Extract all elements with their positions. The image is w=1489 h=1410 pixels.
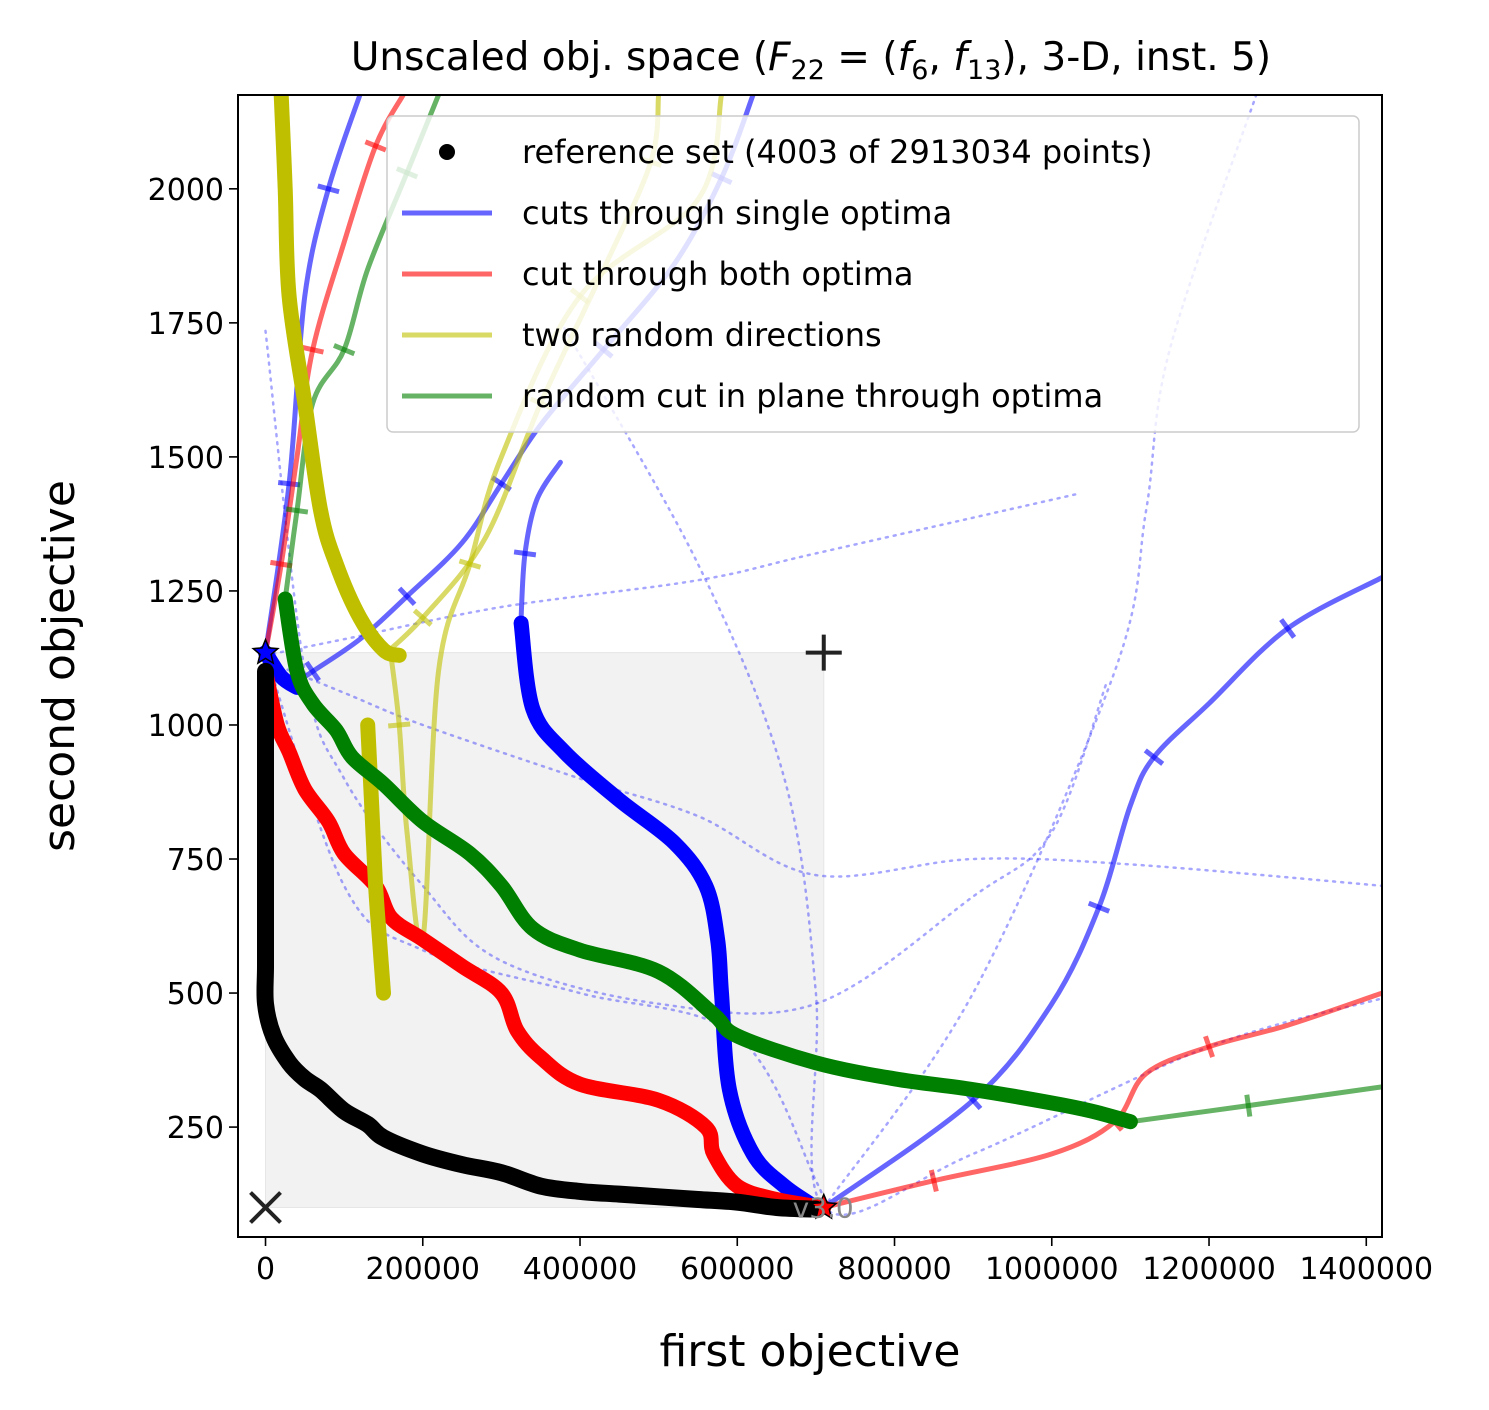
series-tick-13-5 (1203, 1035, 1215, 1058)
series-tick-2-3 (317, 183, 340, 195)
y-tick-label: 1750 (148, 307, 224, 342)
series-tick-13-1 (928, 1169, 939, 1192)
series-tick-19-3 (333, 343, 356, 357)
series-tick-0-3 (1087, 900, 1111, 914)
legend-label: two random directions (522, 316, 882, 354)
series-both-thick-14 (258, 663, 832, 1215)
x-tick-label: 400000 (523, 1252, 638, 1287)
series-single-thin-2 (263, 95, 363, 656)
series-tick-12-3 (301, 344, 324, 355)
x-tick-label: 0 (256, 1252, 275, 1287)
chart-title: Unscaled obj. space (F22 = (f6, f13), 3-… (351, 35, 1271, 86)
plot-frame (237, 94, 1383, 1238)
ideal-point-x-icon (249, 1191, 282, 1224)
x-tick-label: 200000 (366, 1252, 481, 1287)
optimum-1-star-icon (251, 637, 280, 665)
legend: reference set (4003 of 2913034 points) cu… (386, 115, 1360, 433)
series-tick-1-1 (304, 660, 321, 682)
series-plane-thin-20 (1127, 1084, 1382, 1125)
legend-label: cuts through single optima (522, 194, 952, 232)
legend-label: cut through both optima (522, 255, 914, 293)
series-tick-3-1 (513, 549, 537, 558)
y-tick-label: 1250 (148, 575, 224, 610)
series-tick-20-1 (1244, 1094, 1253, 1117)
legend-label: reference set (4003 of 2913034 points) (522, 133, 1153, 171)
y-tick-label: 1500 (148, 441, 224, 476)
series-single-dotted-7 (264, 659, 1382, 888)
legend-box (386, 115, 1360, 433)
x-tick-label: 1400000 (1299, 1252, 1433, 1287)
series-tick-16-1 (412, 608, 433, 627)
y-axis-label: second objective (34, 480, 85, 852)
series-single-dotted-11 (264, 651, 826, 1209)
reference-set-line (256, 662, 825, 1218)
x-axis-label: first objective (660, 1326, 961, 1377)
series-tick-2-1 (277, 480, 301, 488)
nadir-point-plus-icon (805, 634, 842, 671)
optimum-2-star-icon (809, 1192, 838, 1220)
version-label: v3.0 (793, 1192, 854, 1225)
series-random-thick-17 (273, 95, 407, 663)
y-tick-label: 750 (167, 843, 224, 878)
x-axis: 0 200000 400000 600000 800000 1000000 1200000 1… (256, 1237, 1433, 1287)
x-tick-label: 600000 (680, 1252, 795, 1287)
series-tick-12-5 (364, 139, 387, 153)
y-tick-label: 500 (167, 977, 224, 1012)
series-single-dotted-6 (264, 493, 1077, 657)
legend-dot-icon (439, 144, 455, 160)
series-single-thin-3 (518, 459, 563, 621)
series-tick-15-1 (388, 721, 411, 729)
series-tick-0-7 (1279, 618, 1297, 639)
x-tick-label: 1000000 (985, 1252, 1119, 1287)
legend-label: random cut in plane through optima (522, 377, 1103, 415)
x-tick-label: 1200000 (1142, 1252, 1276, 1287)
series-tick-1-3 (397, 586, 417, 607)
marker-layer: v3.0 (249, 634, 854, 1225)
series-tick-0-5 (1143, 748, 1165, 766)
x-tick-label: 800000 (837, 1252, 952, 1287)
series-plane-thick-21 (277, 591, 1138, 1130)
y-tick-label: 250 (167, 1111, 224, 1146)
series-single-thick-4 (513, 615, 824, 1215)
y-tick-label: 1000 (148, 709, 224, 744)
y-tick-label: 2000 (148, 173, 224, 208)
y-axis: 250 500 750 1000 1250 1500 1750 2000 (148, 173, 238, 1146)
series-tick-19-1 (285, 506, 309, 515)
